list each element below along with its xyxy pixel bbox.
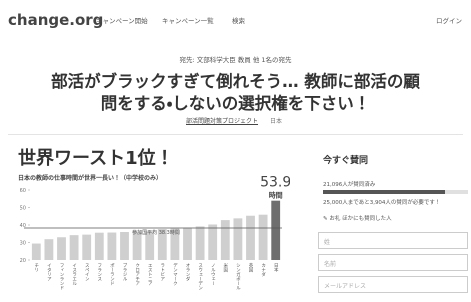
- login-link[interactable]: ログイン: [436, 15, 462, 25]
- y-tick-label: 20: [20, 258, 26, 264]
- progress-track: [323, 190, 468, 194]
- petition-title: 部活がブラックすぎて倒れそう… 教師に部活の顧: [0, 68, 471, 92]
- average-label: 参加国平均 38.3時間: [132, 229, 180, 236]
- logo[interactable]: change.org: [8, 11, 103, 29]
- bar: [183, 228, 192, 260]
- nav-link[interactable]: 検索: [232, 15, 245, 25]
- bar: [233, 218, 242, 260]
- x-tick-label: 日本: [273, 263, 278, 274]
- x-tick-label: ブラジル: [122, 262, 127, 282]
- note: ✎ お礼 ほかにも賛同した人: [323, 214, 392, 222]
- goal-text: 25,000人まであと3,904人の賛同が必要です！: [323, 198, 440, 206]
- value-label: 53.9: [260, 175, 290, 191]
- x-tick-label: デンマーク: [172, 262, 177, 286]
- x-tick-label: フィンランド: [59, 263, 64, 291]
- x-tick-label: カナダ: [261, 263, 266, 278]
- x-tick-label: オランダ: [185, 263, 190, 283]
- chart-image: 世界ワースト1位！ 日本の教師の仕事時間が世界一長い！（中学校のみ） 20304…: [8, 142, 290, 302]
- progress-fill: [323, 190, 445, 194]
- y-tick-label: 60: [20, 188, 26, 194]
- bar: [32, 244, 41, 260]
- signature-count: 21,096人が賛同済み: [323, 180, 375, 188]
- bar: [120, 232, 129, 260]
- nav-link[interactable]: キャンペーン一覧: [162, 15, 214, 25]
- petition-title: 問をする・しないの選択権を下さい！: [0, 90, 471, 114]
- x-tick-label: 米国: [223, 262, 228, 274]
- sign-heading: 今すぐ賛同: [323, 153, 368, 166]
- y-tick-label: 30: [20, 241, 26, 247]
- bar: [70, 235, 79, 260]
- x-tick-label: 英国: [248, 262, 253, 274]
- x-tick-label: ノルウェー: [210, 263, 215, 286]
- input-field[interactable]: 名前: [318, 254, 468, 271]
- bar: [44, 239, 53, 260]
- author[interactable]: 部活問題対策プロジェクト: [186, 116, 258, 125]
- bar: [196, 226, 205, 260]
- author-location: 日本: [270, 116, 282, 125]
- bar: [259, 215, 268, 260]
- bar: [57, 237, 66, 260]
- bar: [271, 201, 280, 260]
- x-tick-label: イスラエル: [72, 263, 77, 286]
- note-text: お礼 ほかにも賛同した人: [329, 216, 391, 222]
- x-tick-label: チリ: [34, 263, 39, 273]
- page: change.org キャンペーン開始 キャンペーン一覧 検索 ログイン 宛先:…: [0, 0, 471, 302]
- input-field[interactable]: 姓: [318, 232, 468, 249]
- chart-subtitle: 日本の教師の仕事時間が世界一長い！（中学校のみ）: [18, 174, 162, 182]
- unit-label: 時間: [269, 191, 283, 200]
- divider: [8, 134, 463, 135]
- x-tick-label: クロアチア: [135, 263, 140, 286]
- x-tick-label: ポーランド: [109, 263, 114, 286]
- x-tick-label: ラトビア: [160, 263, 165, 282]
- y-tick-label: 50: [20, 206, 26, 212]
- bar: [82, 235, 91, 260]
- bar: [246, 216, 255, 260]
- input-field[interactable]: メールアドレス: [318, 276, 468, 293]
- recipients: 宛先: 文部科学大臣 教員 他 1名の宛先: [0, 54, 471, 64]
- x-tick-label: フランス: [97, 263, 102, 282]
- x-tick-label: シンガポール: [235, 263, 240, 290]
- x-tick-label: スペイン: [84, 263, 89, 282]
- bar: [107, 233, 116, 260]
- nav-link[interactable]: キャンペーン開始: [96, 15, 148, 25]
- bar: [95, 233, 104, 260]
- chart-title: 世界ワースト1位！: [18, 147, 174, 169]
- x-tick-label: エストニア: [147, 263, 152, 286]
- x-tick-label: イタリア: [46, 263, 51, 281]
- bar: [208, 224, 217, 260]
- bar: [221, 220, 230, 260]
- x-tick-label: スウェーデン: [198, 263, 203, 291]
